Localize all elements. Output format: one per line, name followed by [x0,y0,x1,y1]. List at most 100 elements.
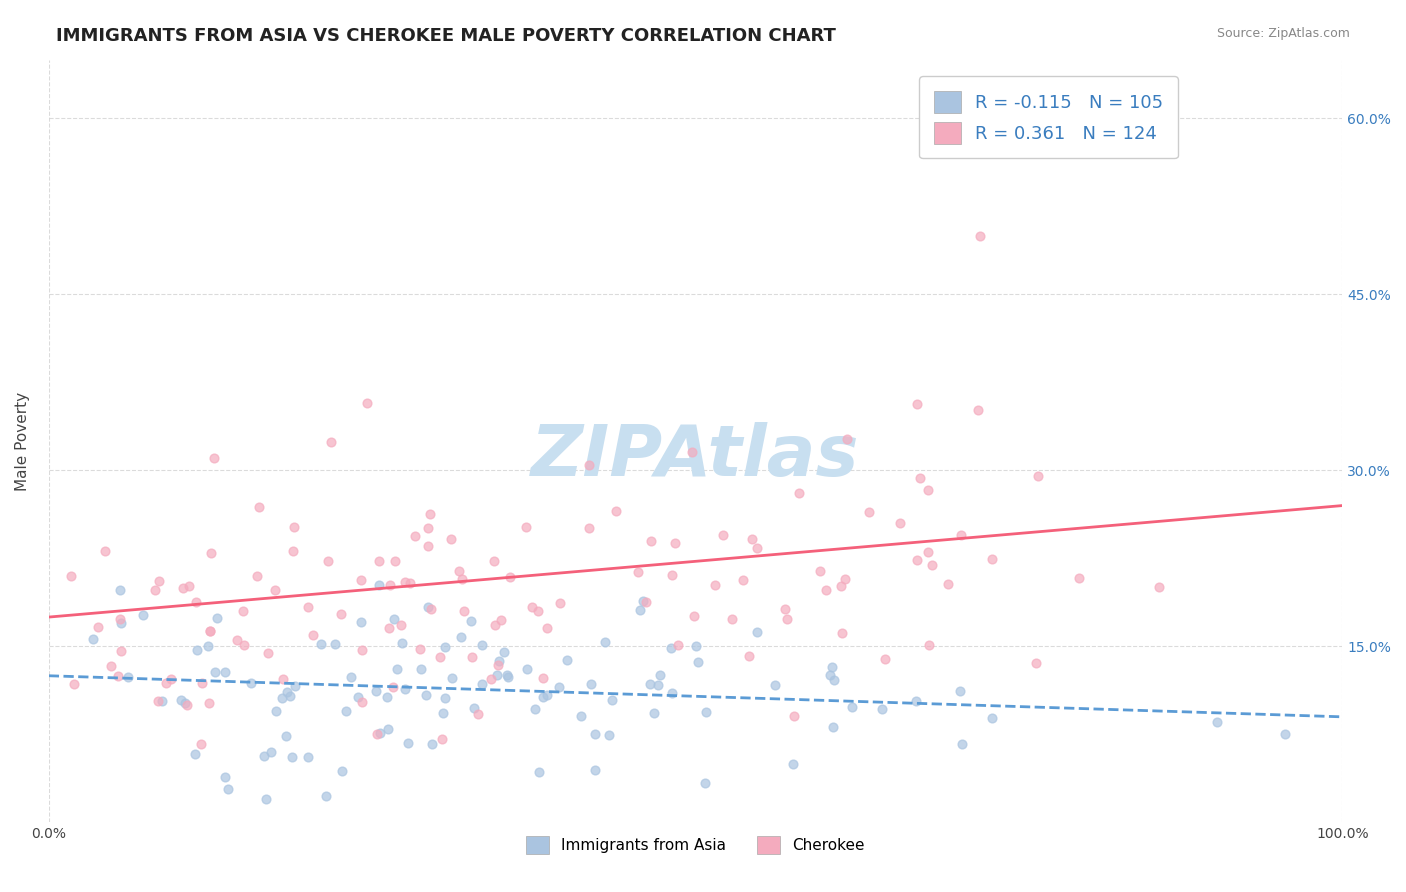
Point [949,528,972,542]
Point [823,673,845,687]
Point [254,792,277,806]
Point [775,602,797,616]
Point [966,403,988,417]
Point [409,642,432,657]
Point [451,572,474,586]
Text: IMMIGRANTS FROM ASIA VS CHEROKEE MALE POVERTY CORRELATION CHART: IMMIGRANTS FROM ASIA VS CHEROKEE MALE PO… [56,27,837,45]
Point [202,451,225,466]
Point [527,604,550,618]
Point [763,678,786,692]
Point [186,642,208,657]
Point [240,675,263,690]
Point [253,748,276,763]
Point [350,573,373,587]
Point [110,644,132,658]
Point [172,582,194,596]
Point [536,621,558,635]
Point [498,670,520,684]
Point [834,572,856,586]
Point [821,659,844,673]
Point [375,690,398,704]
Point [830,578,852,592]
Point [531,690,554,705]
Point [634,595,657,609]
Point [350,615,373,629]
Point [416,600,439,615]
Point [214,770,236,784]
Point [257,646,280,660]
Point [415,689,437,703]
Legend: R = -0.115   N = 105, R = 0.361   N = 124: R = -0.115 N = 105, R = 0.361 N = 124 [920,76,1178,158]
Point [197,639,219,653]
Point [745,541,768,556]
Point [329,607,352,621]
Point [339,669,361,683]
Point [949,684,972,698]
Point [484,618,506,632]
Point [711,528,734,542]
Point [571,708,593,723]
Point [155,676,177,690]
Point [471,639,494,653]
Point [486,668,509,682]
Point [108,582,131,597]
Point [411,662,433,676]
Point [531,671,554,685]
Point [515,520,537,534]
Point [527,765,550,780]
Point [693,775,716,789]
Point [297,749,319,764]
Point [447,564,470,578]
Point [179,578,201,592]
Point [450,630,472,644]
Point [682,609,704,624]
Point [232,604,254,618]
Point [169,692,191,706]
Point [367,578,389,592]
Point [479,673,502,687]
Point [87,620,110,634]
Point [200,546,222,560]
Point [917,545,939,559]
Point [433,640,456,654]
Point [381,680,404,694]
Point [378,621,401,635]
Point [872,701,894,715]
Point [283,520,305,534]
Point [936,577,959,591]
Point [214,665,236,679]
Point [783,709,806,723]
Point [143,583,166,598]
Point [148,694,170,708]
Point [583,727,606,741]
Point [1205,715,1227,730]
Point [661,568,683,582]
Point [980,552,1002,566]
Point [394,681,416,696]
Point [688,655,710,669]
Point [232,638,254,652]
Point [627,565,650,579]
Point [664,536,686,550]
Point [815,583,838,598]
Point [598,728,620,742]
Point [463,700,485,714]
Point [488,654,510,668]
Point [489,613,512,627]
Point [117,670,139,684]
Point [350,695,373,709]
Point [910,471,932,485]
Point [297,600,319,615]
Point [524,701,547,715]
Point [434,690,457,705]
Point [356,396,378,410]
Point [394,575,416,590]
Point [284,679,307,693]
Point [217,781,239,796]
Point [605,504,627,518]
Point [100,658,122,673]
Point [302,628,325,642]
Point [385,662,408,676]
Point [440,532,463,546]
Point [579,677,602,691]
